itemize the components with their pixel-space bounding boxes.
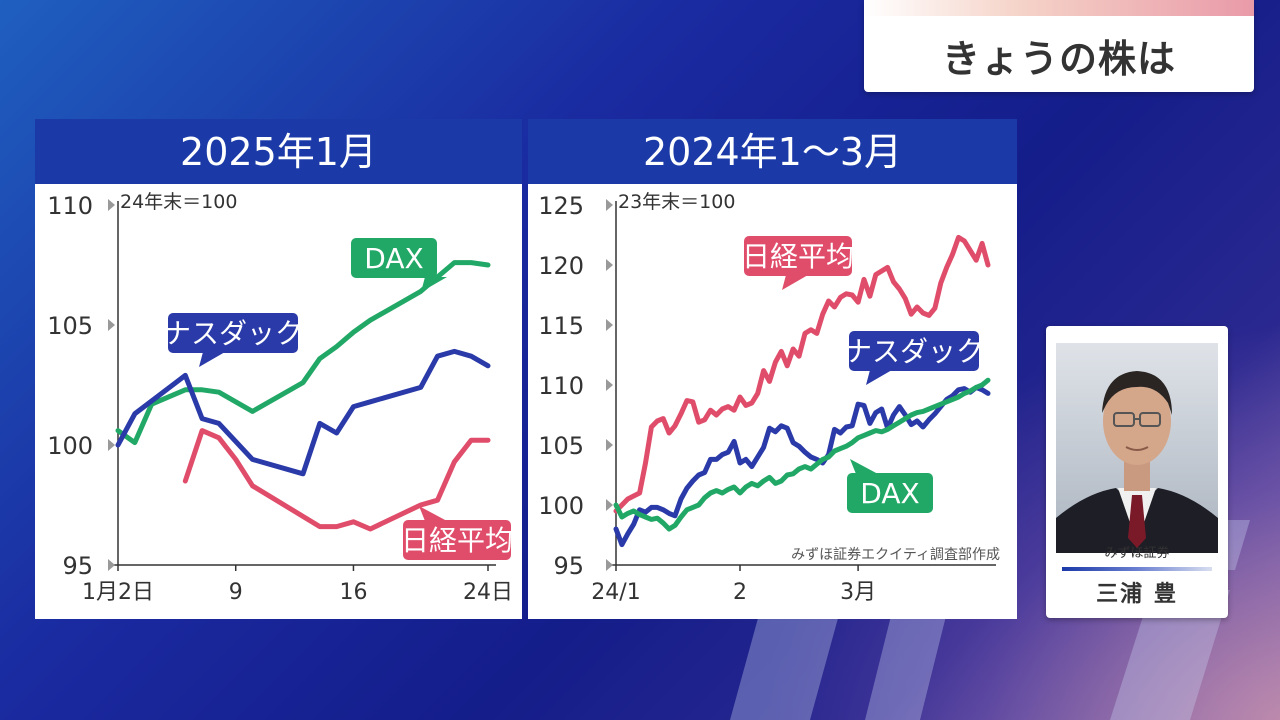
y-tick-marker xyxy=(606,199,613,211)
series-label-nikkei: 日経平均 xyxy=(742,236,854,290)
line-chart-2024: 95 100 105 110 115 120 125 24/1 2 3月 23年末＝100 みずほ証券… xyxy=(538,191,1000,605)
commentator-name: 三浦 豊 xyxy=(1096,582,1178,607)
series-label-dax-box xyxy=(847,473,933,513)
y-tick-marker xyxy=(606,379,613,391)
series-line xyxy=(182,428,491,532)
chart-title: 2024年1〜3月 xyxy=(528,119,1017,184)
base-note: 23年末＝100 xyxy=(618,191,735,213)
series-label-nikkei-pointer xyxy=(419,506,447,521)
base-note: 24年末＝100 xyxy=(120,191,237,213)
y-tick-label: 125 xyxy=(538,192,584,220)
y-tick-label: 105 xyxy=(538,432,584,460)
series-label-dax-text: DAX xyxy=(860,477,919,510)
title-accent-bar xyxy=(864,0,1254,16)
series-line xyxy=(115,348,491,477)
y-tick-marker xyxy=(108,559,115,571)
y-tick-marker xyxy=(108,199,115,211)
x-tick-label: 16 xyxy=(339,580,367,605)
series-label-nasdaq-pointer xyxy=(866,370,892,385)
y-tick-label: 100 xyxy=(47,432,93,460)
series-label-nikkei-text: 日経平均 xyxy=(401,524,513,557)
series-label-nasdaq-box xyxy=(168,313,298,353)
series-label-nasdaq-pointer xyxy=(199,352,225,367)
chart-panel-2025: 2025年1月 95 100 105 110 1月2日 9 16 24日 24年末＝100 DAX… xyxy=(35,119,522,619)
commentator-affiliation: みずほ証券 xyxy=(1104,546,1170,561)
line-chart-2025: 95 100 105 110 1月2日 9 16 24日 24年末＝100 DAX ナスダック日経平… xyxy=(47,191,513,605)
series-label-dax-text: DAX xyxy=(364,242,423,275)
y-tick-marker xyxy=(606,439,613,451)
y-tick-label: 115 xyxy=(538,312,584,340)
chart-panel-2024: 2024年1〜3月 95 100 105 110 115 120 125 24/1 2 3月 23年… xyxy=(528,119,1017,619)
program-title-box: きょうの株は xyxy=(864,0,1254,92)
y-tick-label: 110 xyxy=(47,192,93,220)
y-tick-label: 95 xyxy=(553,552,584,580)
y-tick-label: 100 xyxy=(538,492,584,520)
commentator-photo xyxy=(1056,343,1218,553)
x-tick-label: 24日 xyxy=(463,580,513,605)
y-tick-label: 110 xyxy=(538,372,584,400)
program-title: きょうの株は xyxy=(941,37,1176,81)
series-label-dax-pointer xyxy=(850,459,878,474)
y-tick-marker xyxy=(606,319,613,331)
x-tick-label: 1月2日 xyxy=(82,580,154,605)
series-line xyxy=(613,377,991,532)
x-tick-label: 2 xyxy=(733,580,747,605)
chart-title: 2025年1月 xyxy=(35,119,522,184)
y-tick-marker xyxy=(606,259,613,271)
y-tick-label: 95 xyxy=(62,552,93,580)
series-line xyxy=(115,260,491,446)
series-label-nikkei: 日経平均 xyxy=(401,506,513,560)
y-tick-marker xyxy=(108,439,115,451)
series-label-nasdaq: ナスダック xyxy=(844,331,984,385)
x-tick-label: 3月 xyxy=(840,580,876,605)
series-label-nikkei-box xyxy=(744,236,852,276)
series-label-nasdaq-text: ナスダック xyxy=(163,317,303,350)
y-tick-label: 105 xyxy=(47,312,93,340)
commentator-card: みずほ証券 三浦 豊 xyxy=(1046,326,1228,618)
x-tick-label: 9 xyxy=(229,580,243,605)
y-tick-marker xyxy=(606,499,613,511)
series-label-dax: DAX xyxy=(847,459,933,513)
y-tick-label: 120 xyxy=(538,252,584,280)
name-underline xyxy=(1062,567,1212,571)
series-line xyxy=(613,234,991,514)
series-label-nikkei-pointer xyxy=(782,275,808,290)
series-label-dax: DAX xyxy=(351,238,447,292)
source-note: みずほ証券エクイティ調査部作成 xyxy=(791,547,1000,563)
series-label-dax-pointer xyxy=(421,277,447,292)
y-tick-marker xyxy=(108,319,115,331)
series-label-nasdaq: ナスダック xyxy=(163,313,303,367)
series-label-dax-box xyxy=(351,238,437,278)
series-label-nasdaq-box xyxy=(849,331,979,371)
series-label-nikkei-text: 日経平均 xyxy=(742,240,854,273)
series-label-nasdaq-text: ナスダック xyxy=(844,335,984,368)
series-label-nikkei-box xyxy=(403,520,511,560)
series-line xyxy=(613,384,991,548)
x-tick-label: 24/1 xyxy=(591,580,640,605)
y-tick-marker xyxy=(606,559,613,571)
